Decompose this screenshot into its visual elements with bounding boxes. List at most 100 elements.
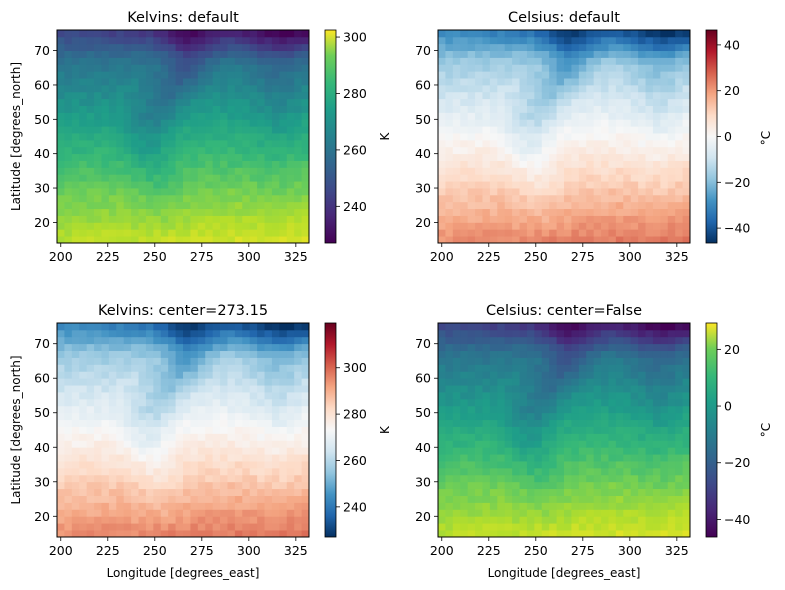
heatmap-cell <box>257 502 265 510</box>
heatmap-cell <box>271 133 280 141</box>
heatmap-cell <box>271 215 280 223</box>
heatmap-cell <box>175 105 184 113</box>
heatmap-cell <box>541 78 550 86</box>
heatmap-cell <box>497 222 506 230</box>
heatmap-cell <box>504 371 513 379</box>
heatmap-cell <box>108 364 117 372</box>
heatmap-cell <box>549 139 557 148</box>
heatmap-cell <box>242 385 251 393</box>
heatmap-cell <box>571 222 580 230</box>
heatmap-cell <box>460 30 469 38</box>
heatmap-cell <box>64 398 73 407</box>
heatmap-cell <box>131 126 139 134</box>
heatmap-cell <box>71 481 80 490</box>
heatmap-cell <box>460 98 469 106</box>
heatmap-cell <box>205 181 214 189</box>
heatmap-cell <box>445 112 454 120</box>
heatmap-cell <box>549 412 557 421</box>
heatmap-cell <box>205 385 214 393</box>
heatmap-cell <box>497 71 506 79</box>
heatmap-cell <box>131 447 139 455</box>
heatmap-cell <box>145 440 154 448</box>
heatmap-cell <box>160 139 169 148</box>
heatmap-cell <box>475 139 483 148</box>
heatmap-cell <box>638 509 646 517</box>
heatmap-cell <box>534 222 543 230</box>
heatmap-cell <box>64 160 73 168</box>
heatmap-cell <box>578 530 587 538</box>
heatmap-cell <box>220 412 228 421</box>
heatmap-cell <box>438 43 446 52</box>
heatmap-cell <box>64 43 73 52</box>
heatmap-cell <box>630 378 639 386</box>
heatmap-cell <box>630 194 639 203</box>
heatmap-cell <box>71 98 80 106</box>
heatmap-cell <box>593 105 602 113</box>
heatmap-cell <box>108 146 117 155</box>
heatmap-cell <box>534 516 543 524</box>
heatmap-cell <box>630 139 639 148</box>
x-tick-label: 200 <box>49 543 73 558</box>
heatmap-cell <box>586 43 595 52</box>
heatmap-cell <box>586 454 595 462</box>
heatmap-cell <box>526 398 535 407</box>
heatmap-cell <box>497 481 506 490</box>
heatmap-cell <box>541 222 550 230</box>
heatmap-cell <box>145 64 154 72</box>
heatmap-cell <box>504 98 513 106</box>
heatmap-cell <box>116 516 125 524</box>
y-tick-label: 30 <box>34 474 50 489</box>
heatmap-cell <box>168 385 176 393</box>
heatmap-cell <box>242 440 251 448</box>
heatmap-cell <box>667 201 676 210</box>
heatmap-cell <box>652 433 661 441</box>
heatmap-cell <box>145 78 154 86</box>
heatmap-cell <box>682 126 691 134</box>
heatmap-cell <box>541 488 550 496</box>
heatmap-cell <box>460 194 469 203</box>
heatmap-cell <box>601 139 609 148</box>
heatmap-cell <box>504 167 513 175</box>
heatmap-cell <box>475 43 483 52</box>
heatmap-cell <box>79 91 88 100</box>
heatmap-cell <box>438 91 446 100</box>
heatmap-cell <box>301 201 310 210</box>
heatmap-cell <box>57 43 65 52</box>
heatmap-cell <box>301 139 310 148</box>
heatmap-cell <box>615 133 624 141</box>
heatmap-cell <box>108 57 117 65</box>
heatmap-cell <box>138 84 147 93</box>
heatmap-cell <box>301 516 310 524</box>
heatmap-cell <box>460 222 469 230</box>
heatmap-cell <box>467 222 476 230</box>
colorbar-label: K <box>378 425 392 434</box>
heatmap-cell <box>645 447 654 455</box>
heatmap-cell <box>652 343 661 352</box>
heatmap-cell <box>153 412 162 421</box>
heatmap-cell <box>190 222 199 230</box>
heatmap-cell <box>586 474 595 483</box>
heatmap-cell <box>675 181 683 189</box>
heatmap-cell <box>541 194 550 203</box>
heatmap-cell <box>482 71 491 79</box>
heatmap-cell <box>630 43 639 52</box>
heatmap-cell <box>101 447 110 455</box>
heatmap-cell <box>601 412 609 421</box>
heatmap-cell <box>190 208 199 216</box>
heatmap-cell <box>593 139 602 148</box>
heatmap-plot <box>57 323 310 538</box>
heatmap-cell <box>564 336 572 345</box>
heatmap-cell <box>682 488 691 496</box>
heatmap-cell <box>667 98 676 106</box>
heatmap-cell <box>168 146 176 155</box>
heatmap-cell <box>264 419 273 427</box>
heatmap-cell <box>183 215 191 223</box>
heatmap-cell <box>438 350 446 358</box>
heatmap-cell <box>197 454 206 462</box>
heatmap-cell <box>475 84 483 93</box>
heatmap-cell <box>64 343 73 352</box>
heatmap-cell <box>452 64 461 72</box>
heatmap-cell <box>57 385 65 393</box>
heatmap-cell <box>608 357 617 365</box>
